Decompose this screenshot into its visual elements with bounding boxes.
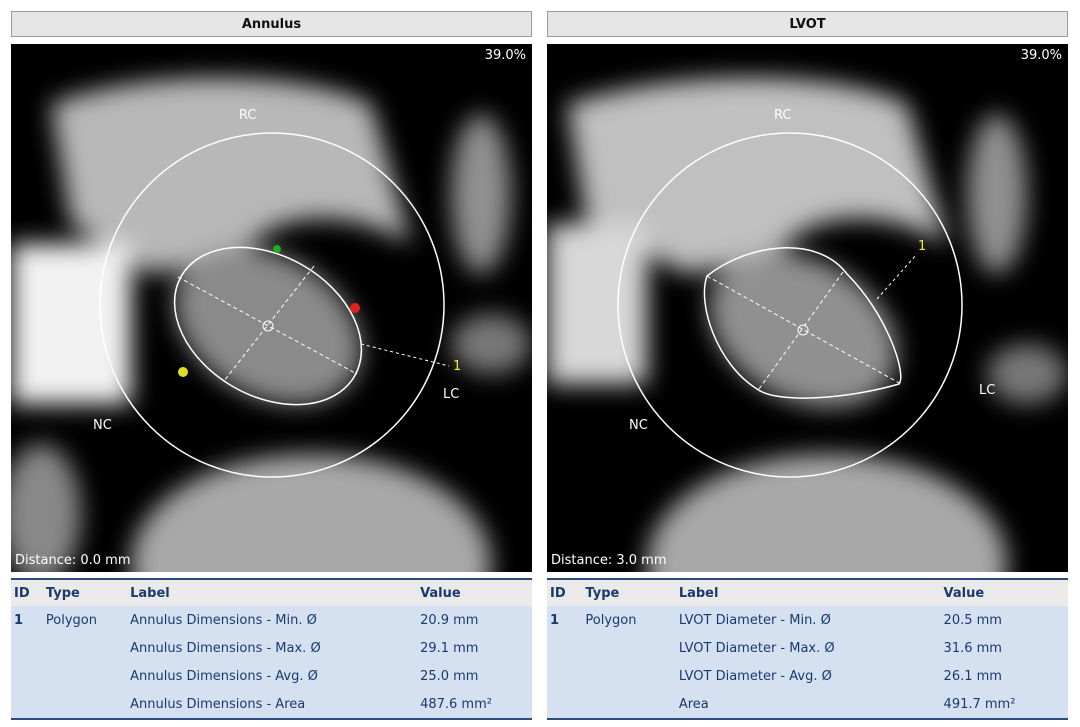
rc-label: RC (774, 108, 791, 123)
measurement-id: 1 (918, 239, 926, 254)
annulus-panel: Annulus RC NC LC 1 39.0% Distance: 0.0 m… (11, 11, 532, 720)
col-id: ID (547, 579, 583, 606)
table-row[interactable]: Area 491.7 mm² (547, 690, 1068, 719)
distance-readout: Distance: 0.0 mm (15, 553, 131, 568)
ct-image: RC NC LC 1 (547, 77, 1067, 572)
panel-title: LVOT (547, 11, 1068, 37)
table-row[interactable]: LVOT Diameter - Max. Ø 31.6 mm (547, 634, 1068, 662)
zoom-level: 39.0% (484, 48, 526, 63)
nc-label: NC (629, 418, 648, 433)
nc-label: NC (93, 418, 112, 433)
table-row[interactable]: 1 Polygon LVOT Diameter - Min. Ø 20.5 mm (547, 606, 1068, 634)
measurement-id: 1 (453, 359, 461, 374)
lc-label: LC (443, 387, 459, 402)
table-row[interactable]: 1 Polygon Annulus Dimensions - Min. Ø 20.9 … (11, 606, 532, 634)
zoom-level: 39.0% (1020, 48, 1062, 63)
lvot-panel: LVOT RC NC LC 1 39.0% Distance: 3.0 mm I… (547, 11, 1068, 720)
lc-label: LC (979, 383, 995, 398)
col-value: Value (417, 579, 532, 606)
ct-viewport[interactable]: RC NC LC 1 39.0% Distance: 0.0 mm (11, 44, 532, 572)
col-label: Label (675, 579, 941, 606)
col-label: Label (127, 579, 418, 606)
ct-image: RC NC LC 1 (11, 77, 531, 572)
distance-readout: Distance: 3.0 mm (551, 553, 667, 568)
col-value: Value (940, 579, 1068, 606)
table-row[interactable]: Annulus Dimensions - Max. Ø 29.1 mm (11, 634, 532, 662)
table-row[interactable]: Annulus Dimensions - Area 487.6 mm² (11, 690, 532, 719)
rc-label: RC (239, 108, 256, 123)
col-type: Type (582, 579, 676, 606)
table-row[interactable]: LVOT Diameter - Avg. Ø 26.1 mm (547, 662, 1068, 690)
measurement-table: ID Type Label Value 1 Polygon Annulus Dimensi… (11, 578, 532, 720)
table-row[interactable]: Annulus Dimensions - Avg. Ø 25.0 mm (11, 662, 532, 690)
measurement-table: ID Type Label Value 1 Polygon LVOT Diameter -… (547, 578, 1068, 720)
ct-viewport[interactable]: RC NC LC 1 39.0% Distance: 3.0 mm (547, 44, 1068, 572)
panel-title: Annulus (11, 11, 532, 37)
col-id: ID (11, 579, 43, 606)
col-type: Type (42, 579, 128, 606)
